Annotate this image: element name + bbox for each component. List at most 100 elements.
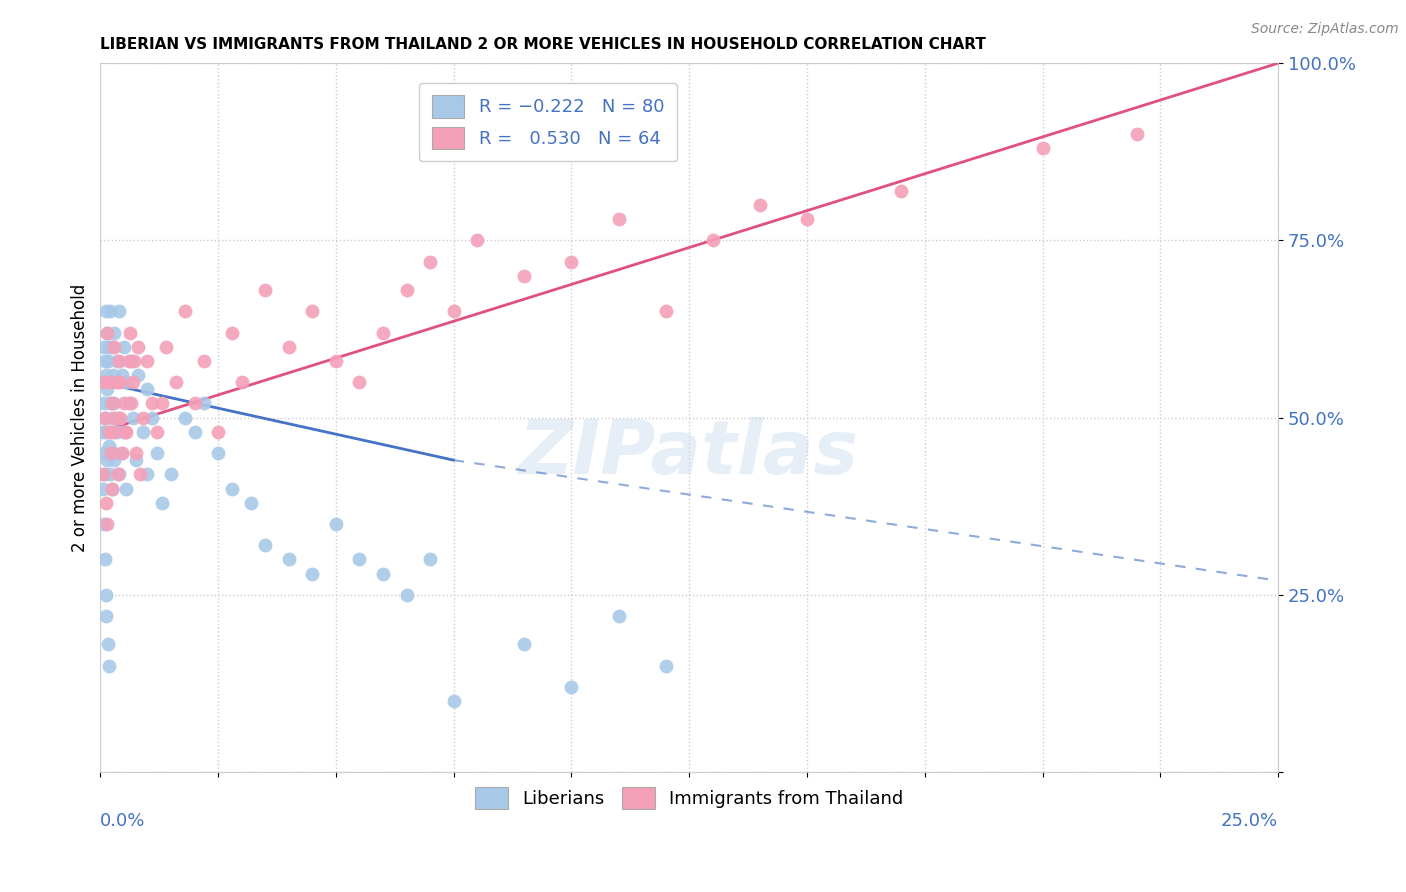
Point <box>93 375 115 389</box>
Point <box>100 375 122 389</box>
Point <box>98 467 121 482</box>
Point <box>101 396 124 410</box>
Point <box>110 446 132 460</box>
Point <box>349 552 371 566</box>
Point <box>96 382 118 396</box>
Point <box>371 566 394 581</box>
Point <box>94 368 117 383</box>
Point <box>127 368 149 383</box>
Point <box>115 482 138 496</box>
Point <box>101 340 124 354</box>
Point <box>93 516 115 531</box>
Point <box>103 396 125 410</box>
Point <box>97 439 120 453</box>
Point <box>325 354 347 368</box>
Point <box>513 268 536 283</box>
Point <box>98 375 121 389</box>
Point <box>277 340 299 354</box>
Point <box>796 212 818 227</box>
Point <box>96 326 118 340</box>
Point <box>150 496 173 510</box>
Point <box>94 588 117 602</box>
Point <box>98 658 121 673</box>
Point <box>277 552 299 566</box>
Point <box>465 234 488 248</box>
Point <box>221 326 243 340</box>
Point <box>94 467 117 482</box>
Point <box>107 467 129 482</box>
Point <box>136 382 159 396</box>
Point <box>108 410 131 425</box>
Point <box>103 340 125 354</box>
Point <box>93 340 115 354</box>
Point <box>110 368 132 383</box>
Point <box>155 340 177 354</box>
Point <box>160 467 183 482</box>
Point <box>97 638 120 652</box>
Point <box>108 375 131 389</box>
Point <box>607 212 630 227</box>
Point <box>443 694 465 708</box>
Point <box>96 609 118 624</box>
Point <box>183 396 205 410</box>
Point <box>183 425 205 439</box>
Point <box>97 425 120 439</box>
Point <box>96 425 118 439</box>
Point <box>125 453 148 467</box>
Point <box>108 410 131 425</box>
Point <box>890 184 912 198</box>
Point <box>112 340 135 354</box>
Point <box>301 304 323 318</box>
Point <box>419 254 441 268</box>
Point <box>94 410 117 425</box>
Point <box>146 446 169 460</box>
Point <box>254 538 277 552</box>
Point <box>193 396 215 410</box>
Point <box>127 340 149 354</box>
Point <box>125 446 148 460</box>
Point <box>105 354 128 368</box>
Point <box>94 304 117 318</box>
Point <box>101 482 124 496</box>
Point <box>112 425 135 439</box>
Point <box>122 375 145 389</box>
Point <box>141 396 163 410</box>
Point <box>96 326 118 340</box>
Legend: Liberians, Immigrants from Thailand: Liberians, Immigrants from Thailand <box>468 780 911 816</box>
Point <box>120 396 142 410</box>
Text: LIBERIAN VS IMMIGRANTS FROM THAILAND 2 OR MORE VEHICLES IN HOUSEHOLD CORRELATION: LIBERIAN VS IMMIGRANTS FROM THAILAND 2 O… <box>100 37 986 53</box>
Point <box>443 304 465 318</box>
Point <box>108 304 131 318</box>
Point <box>1126 127 1149 141</box>
Point <box>349 375 371 389</box>
Point <box>654 304 676 318</box>
Point <box>150 396 173 410</box>
Point <box>117 396 139 410</box>
Point <box>207 425 229 439</box>
Point <box>371 326 394 340</box>
Point <box>114 425 136 439</box>
Point <box>702 234 724 248</box>
Point <box>98 396 121 410</box>
Point <box>748 198 770 212</box>
Point <box>97 354 120 368</box>
Point <box>100 425 122 439</box>
Point <box>91 467 114 482</box>
Text: 0.0%: 0.0% <box>100 813 146 830</box>
Point <box>117 354 139 368</box>
Point <box>91 375 114 389</box>
Text: ZIPatlas: ZIPatlas <box>519 417 859 490</box>
Point <box>136 467 159 482</box>
Point <box>560 680 582 694</box>
Point <box>96 453 118 467</box>
Point <box>146 425 169 439</box>
Text: 25.0%: 25.0% <box>1220 813 1278 830</box>
Point <box>174 410 197 425</box>
Point <box>97 340 120 354</box>
Point <box>395 588 418 602</box>
Point <box>103 326 125 340</box>
Point <box>193 354 215 368</box>
Point <box>129 467 152 482</box>
Point <box>325 516 347 531</box>
Point <box>101 482 124 496</box>
